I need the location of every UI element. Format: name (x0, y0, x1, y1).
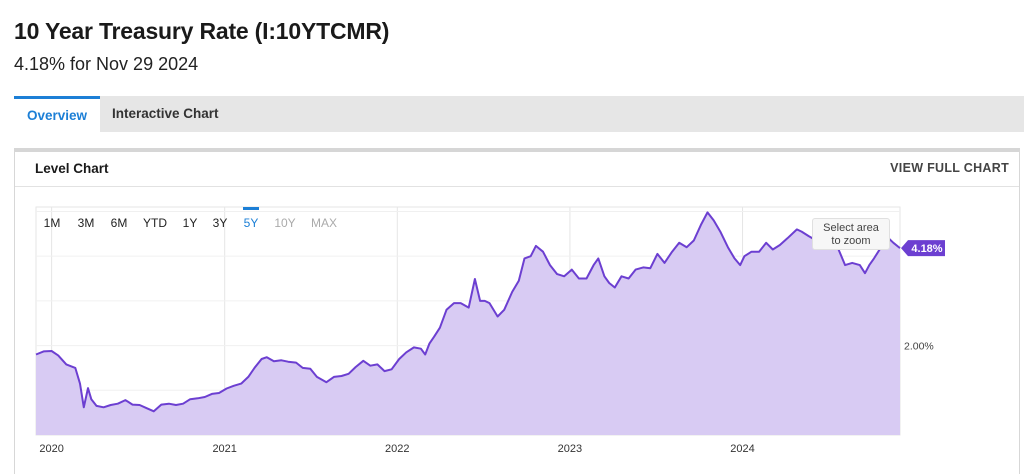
range-button-label: 1M (44, 216, 61, 230)
range-button-ytd[interactable]: YTD (143, 216, 167, 230)
page-title: 10 Year Treasury Rate (I:10YTCMR) (14, 18, 390, 44)
x-tick-label: 2023 (558, 443, 582, 455)
range-button-label: MAX (311, 216, 337, 230)
range-button-active-indicator (243, 207, 259, 210)
panel-header: Level Chart VIEW FULL CHART (15, 152, 1019, 187)
series-line (35, 211, 901, 413)
x-tick-label: 2022 (385, 443, 409, 455)
range-button-3m[interactable]: 3M (78, 216, 95, 230)
panel-title: Level Chart (35, 161, 109, 176)
zoom-hint: Select area to zoom (812, 218, 890, 250)
range-button-1y[interactable]: 1Y (183, 216, 198, 230)
tab-overview[interactable]: Overview (14, 96, 101, 132)
tab-bar: Overview Interactive Chart (14, 96, 1024, 132)
page-subtitle: 4.18% for Nov 29 2024 (14, 54, 199, 74)
zoom-hint-line-1: Select area (823, 222, 879, 234)
zoom-hint-line-2: to zoom (831, 235, 871, 247)
x-tick-label: 2021 (212, 443, 236, 455)
range-button-5y[interactable]: 5Y (243, 207, 259, 230)
range-button-label: YTD (143, 216, 167, 230)
series-area (36, 212, 900, 435)
view-full-chart-link[interactable]: VIEW FULL CHART (890, 161, 1009, 175)
range-button-max: MAX (311, 216, 337, 230)
tab-interactive-chart[interactable]: Interactive Chart (112, 106, 219, 121)
range-button-6m[interactable]: 6M (111, 216, 128, 230)
range-button-label: 10Y (274, 216, 295, 230)
y-tick-label: 2.00% (904, 341, 934, 353)
range-button-label: 3Y (213, 216, 228, 230)
x-tick-label: 2020 (39, 443, 63, 455)
range-button-label: 3M (78, 216, 95, 230)
range-button-label: 6M (111, 216, 128, 230)
range-button-3y[interactable]: 3Y (213, 216, 228, 230)
x-tick-label: 2024 (730, 443, 754, 455)
range-button-10y: 10Y (274, 216, 295, 230)
last-value-label: 4.18% (911, 243, 942, 255)
last-value-badge-bg (901, 240, 945, 257)
range-button-1m[interactable]: 1M (44, 216, 61, 230)
range-button-label: 5Y (244, 216, 259, 230)
range-button-label: 1Y (183, 216, 198, 230)
last-value-badge: 4.18% (901, 240, 945, 257)
